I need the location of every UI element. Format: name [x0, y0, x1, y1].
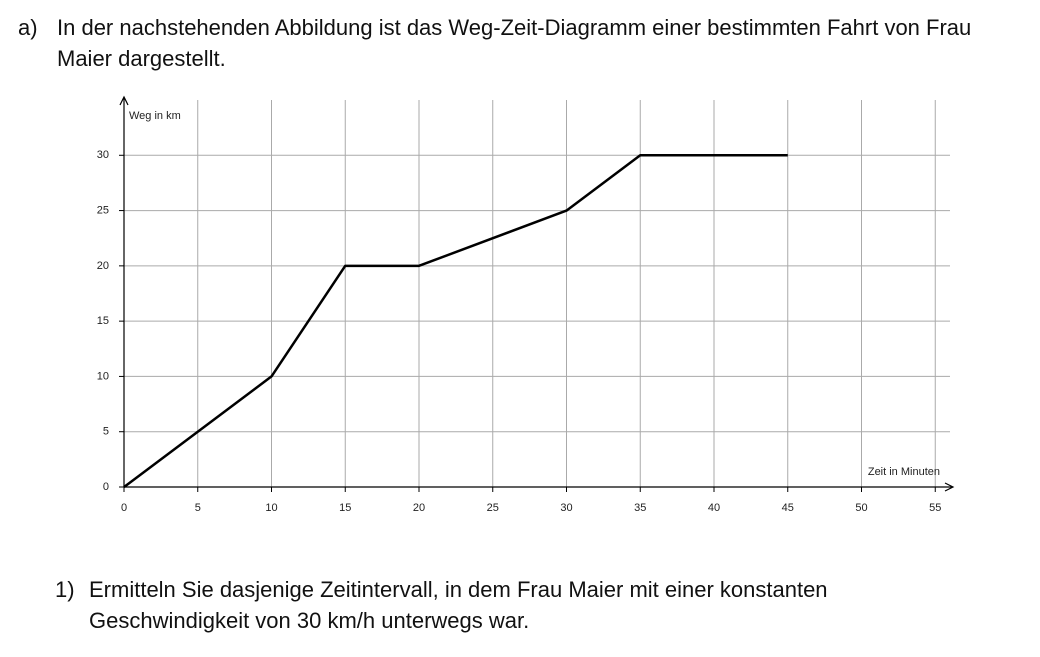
- y-tick-label: 10: [97, 370, 109, 382]
- x-tick-label: 25: [487, 502, 499, 514]
- x-tick-label: 45: [782, 502, 794, 514]
- x-tick-label: 30: [560, 502, 572, 514]
- y-tick-label: 25: [97, 204, 109, 216]
- x-tick-label: 35: [634, 502, 646, 514]
- x-tick-label: 40: [708, 502, 720, 514]
- data-line: [123, 154, 788, 489]
- x-tick-label: 10: [265, 502, 277, 514]
- task-label: a): [18, 15, 38, 40]
- x-tick-label: 5: [195, 502, 201, 514]
- y-axis-arrow: [119, 95, 129, 106]
- y-tick-label: 5: [103, 426, 109, 438]
- y-tick-label: 30: [97, 149, 109, 161]
- y-axis-label: Weg in km: [129, 110, 181, 122]
- question-label: 1): [55, 577, 75, 602]
- x-axis-label: Zeit in Minuten: [868, 466, 940, 478]
- x-tick-label: 50: [855, 502, 867, 514]
- x-tick-label: 20: [413, 502, 425, 514]
- task-text: In der nachstehenden Abbildung ist das W…: [57, 15, 972, 71]
- y-tick-label: 20: [97, 260, 109, 272]
- x-tick-label: 0: [121, 502, 127, 514]
- question-text: Ermitteln Sie dasjenige Zeitintervall, i…: [89, 577, 828, 633]
- x-tick-label: 55: [929, 502, 941, 514]
- x-axis-arrow: [944, 482, 955, 492]
- x-tick-label: 15: [339, 502, 351, 514]
- y-tick-label: 15: [97, 315, 109, 327]
- y-tick-label: 0: [103, 481, 109, 493]
